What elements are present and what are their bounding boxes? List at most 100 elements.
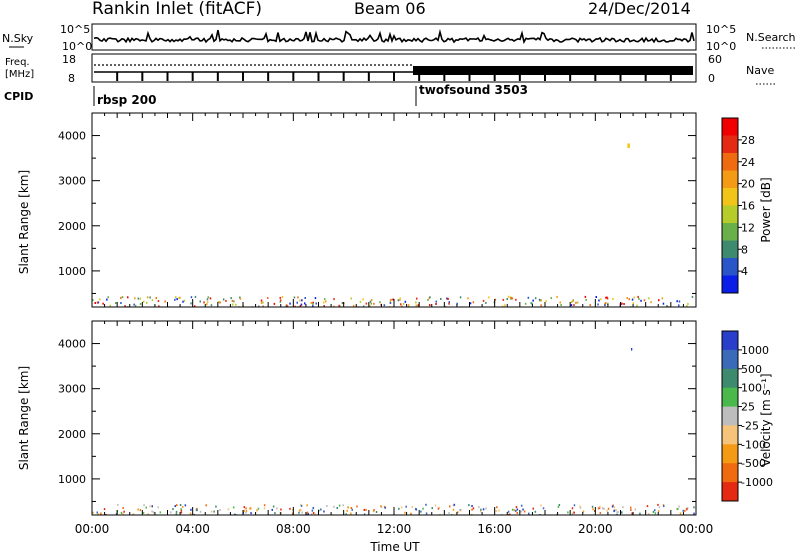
echo-cell: [180, 509, 183, 512]
echo-cell: [598, 299, 600, 302]
echo-cell: [631, 348, 633, 351]
echo-cell: [285, 305, 287, 307]
echo-cell: [579, 505, 581, 508]
echo-cell: [425, 503, 427, 506]
echo-cell: [338, 304, 340, 307]
echo-cell: [209, 297, 212, 300]
noise-panel-frame: [91, 23, 697, 51]
echo-cell: [630, 509, 632, 511]
velocity-colorbar: 1000 500 100 25 -25 -100 -500 -1000: [721, 330, 773, 502]
echo-cell: [567, 511, 569, 514]
echo-cell: [306, 511, 309, 514]
echo-cell: [115, 302, 117, 304]
echo-cell: [296, 301, 298, 304]
echo-cell: [147, 513, 149, 515]
echo-cell: [595, 296, 597, 298]
echo-cell: [232, 506, 235, 509]
cpid-segment-2: twofsound 3503: [419, 83, 528, 97]
echo-cell: [631, 512, 633, 515]
echo-cell: [612, 298, 614, 300]
echo-cell: [621, 511, 623, 514]
echo-cell: [400, 303, 402, 306]
colorbar-tick-label: 100: [741, 382, 762, 395]
echo-cell: [559, 301, 561, 304]
echo-cell: [400, 506, 403, 509]
echo-cell: [175, 296, 177, 299]
echo-cell: [107, 296, 109, 299]
echo-cell: [263, 504, 266, 507]
cpid-label: CPID: [4, 90, 33, 103]
echo-cell: [362, 298, 364, 301]
echo-cell: [301, 299, 303, 302]
echo-cell: [174, 298, 176, 301]
echo-cell: [139, 297, 142, 300]
time-tick-label: 00:00: [75, 522, 110, 536]
echo-cell: [359, 300, 362, 303]
colorbar-tick-label: 500: [741, 363, 762, 376]
echo-cell: [494, 298, 497, 301]
colorbar-swatch: [722, 331, 738, 351]
echo-cell: [498, 509, 500, 512]
echo-cell: [149, 296, 151, 299]
nsearch-label: N.Search: [746, 31, 796, 44]
echo-cell: [640, 299, 642, 302]
echo-cell: [434, 504, 437, 507]
velocity-echo-field: [92, 348, 695, 515]
echo-cell: [256, 509, 258, 512]
echo-cell: [532, 299, 534, 302]
echo-cell: [532, 507, 534, 510]
echo-cell: [151, 510, 153, 513]
echo-cell: [575, 301, 577, 304]
echo-cell: [310, 301, 313, 304]
echo-cell: [480, 508, 482, 511]
echo-cell: [92, 299, 94, 301]
colorbar-swatch: [722, 223, 738, 241]
echo-cell: [456, 302, 458, 305]
echo-cell: [579, 506, 582, 509]
echo-cell: [213, 510, 215, 513]
time-tick-label: 00:00: [679, 522, 714, 536]
echo-cell: [496, 506, 498, 509]
station-title: Rankin Inlet (fitACF): [92, 0, 262, 19]
echo-cell: [380, 505, 382, 508]
noise-tick-left-top: 10^5: [60, 23, 90, 36]
echo-cell: [606, 509, 608, 512]
echo-cell: [311, 509, 314, 512]
echo-cell: [279, 299, 282, 302]
colorbar-tick-label: 16: [741, 200, 755, 213]
freq-tick-top: 18: [62, 53, 76, 66]
echo-cell: [515, 506, 518, 509]
echo-cell: [124, 305, 126, 307]
echo-cell: [206, 298, 209, 301]
echo-cell: [616, 511, 618, 514]
echo-cell: [648, 297, 650, 300]
echo-cell: [369, 305, 371, 307]
echo-cell: [172, 508, 174, 511]
echo-cell: [280, 508, 282, 511]
echo-cell: [127, 296, 129, 299]
echo-cell: [507, 510, 510, 513]
echo-cell: [320, 508, 322, 511]
echo-cell: [157, 506, 159, 509]
echo-cell: [219, 509, 221, 511]
time-tick-label: 20:00: [578, 522, 613, 536]
echo-cell: [146, 301, 148, 304]
echo-cell: [312, 303, 314, 305]
echo-cell: [390, 298, 392, 301]
echo-cell: [599, 512, 602, 514]
echo-cell: [410, 512, 412, 515]
echo-cell: [515, 509, 517, 512]
echo-cell: [534, 297, 537, 300]
echo-cell: [468, 504, 470, 507]
echo-cell: [397, 299, 400, 302]
echo-cell: [693, 512, 695, 515]
echo-cell: [215, 505, 217, 508]
echo-cell: [120, 511, 123, 514]
echo-cell: [231, 299, 234, 302]
echo-cell: [306, 504, 308, 507]
time-tick-label: 04:00: [175, 522, 210, 536]
echo-cell: [510, 296, 512, 299]
echo-cell: [176, 504, 178, 507]
echo-cell: [179, 296, 181, 299]
echo-cell: [460, 509, 462, 512]
